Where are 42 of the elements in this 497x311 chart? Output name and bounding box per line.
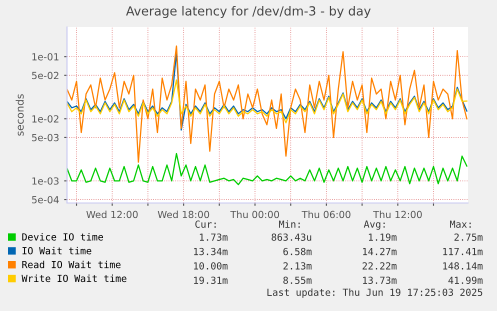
y-tick-label: 1e-01 <box>32 53 58 60</box>
line-series <box>67 45 468 163</box>
text: 2.13m <box>283 262 312 270</box>
x-tick-label: Thu 06:00 <box>302 210 350 218</box>
y-tick-label: 5e-03 <box>32 134 59 142</box>
text: 22.22m <box>362 262 397 270</box>
y-tick-label: 5e-02 <box>32 72 58 80</box>
y-tick-label: 1e-03 <box>32 177 59 185</box>
y-axis-title: seconds <box>16 94 24 136</box>
y-tick-label: 1e-02 <box>32 115 58 123</box>
chart-title: Average latency for /dev/dm-3 - by day <box>126 6 371 18</box>
x-tick-label: Wed 12:00 <box>86 210 138 218</box>
x-tick-label: Thu 00:00 <box>230 210 280 218</box>
text: 41.99m <box>448 276 483 284</box>
text: Last update: Thu Jun 19 17:25:03 2025 <box>267 288 482 298</box>
text: 2.75m <box>454 233 483 241</box>
text: 1.19m <box>368 233 397 241</box>
x-tick-label: Thu 12:00 <box>373 210 422 218</box>
text: 1.73m <box>200 233 228 241</box>
text: 14.27m <box>363 248 397 256</box>
legend-label: IO Wait time <box>22 246 92 254</box>
legend-label: Write IO Wait time <box>22 274 126 282</box>
y-tick-label: 5e-04 <box>32 196 59 204</box>
text: 148.14m <box>443 262 483 270</box>
text: 117.41m <box>443 248 483 256</box>
text: 19.31m <box>194 276 228 284</box>
line-series <box>67 152 468 186</box>
text: Min: <box>279 220 300 228</box>
line-series <box>67 52 468 131</box>
text: 13.34m <box>194 248 228 256</box>
text: 8.55m <box>283 276 312 284</box>
legend-label: Read IO Wait time <box>22 260 121 268</box>
text: Cur: <box>195 220 216 228</box>
text: 6.58m <box>283 248 312 256</box>
text: Max: <box>450 220 471 228</box>
line-series <box>67 79 468 124</box>
text: 863.43u <box>272 233 312 241</box>
text: Avg: <box>364 220 385 230</box>
legend-label: Device IO time <box>22 233 103 241</box>
x-tick-label: Wed 18:00 <box>158 210 210 218</box>
text: 13.73m <box>363 276 397 284</box>
text: 10.00m <box>194 262 228 270</box>
